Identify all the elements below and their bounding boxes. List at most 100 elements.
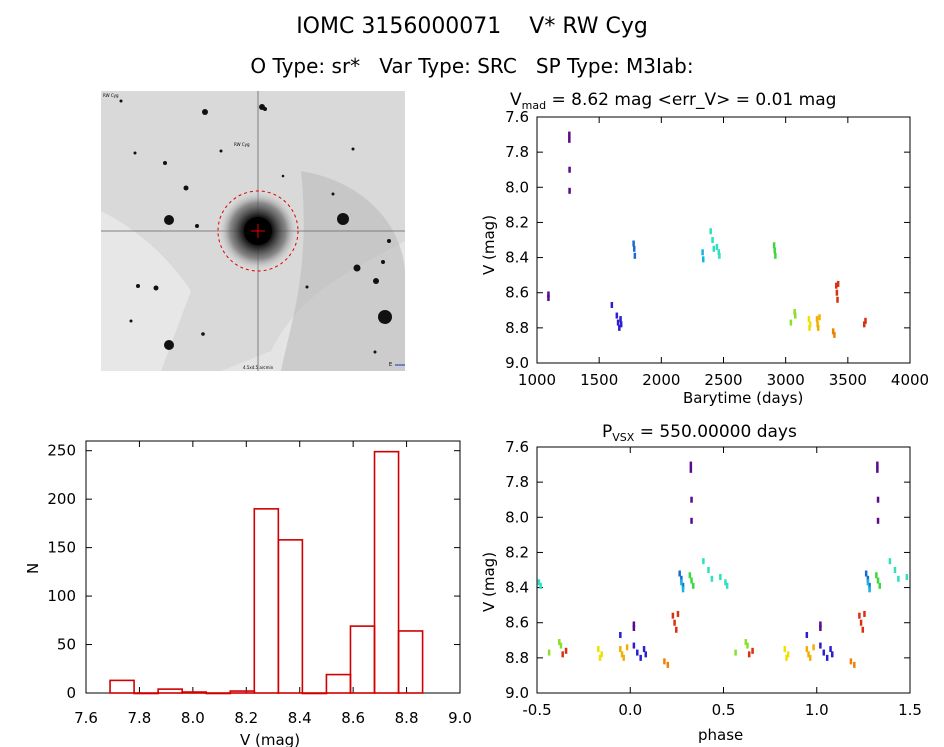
lightcurve-point xyxy=(619,316,622,323)
lightcurve-point xyxy=(773,247,776,254)
phased-point xyxy=(875,572,878,579)
phased-point xyxy=(632,642,636,649)
lightcurve-point xyxy=(815,316,819,323)
lightcurve-point xyxy=(547,291,550,298)
histogram-bar xyxy=(205,692,232,695)
finder-image-svg: RW Cyg RW Cyg 4.5x4.5 arcmin E xyxy=(101,91,405,371)
phased-point xyxy=(675,626,678,633)
histogram-xtick-label: 7.8 xyxy=(127,709,151,727)
histogram-ytick-label: 200 xyxy=(47,490,76,508)
lightcurve-ytick-label: 8.6 xyxy=(505,284,529,302)
histogram-ytick-label: 0 xyxy=(66,684,76,702)
phased-point xyxy=(805,632,809,639)
phased-point xyxy=(690,517,693,524)
histogram-bar xyxy=(277,539,304,694)
histogram-xtick-label: 9.0 xyxy=(448,709,472,727)
phased-point xyxy=(663,658,666,665)
phased-point xyxy=(829,646,832,653)
phased-chart: PVSX = 550.00000 days -0.5 0.0 0.5 1.0 1.5 7.… xyxy=(480,422,922,744)
lightcurve-ytick-label: 8.8 xyxy=(505,319,529,337)
phased-point xyxy=(719,574,722,581)
lightcurve-title-rest: = 8.62 mag <err_V> = 0.01 mag xyxy=(546,90,836,110)
lightcurve-ytick-label: 8.0 xyxy=(505,178,529,196)
lightcurve-point xyxy=(816,321,819,328)
lightcurve-point xyxy=(632,245,636,252)
lightcurve-point xyxy=(712,245,716,252)
image-label-top-left: RW Cyg xyxy=(103,93,119,98)
phased-point xyxy=(786,651,790,658)
lightcurve-title: Vmad = 8.62 mag <err_V> = 0.01 mag xyxy=(510,90,836,112)
lightcurve-point xyxy=(633,252,637,259)
lightcurve-point xyxy=(835,289,839,296)
lightcurve-point xyxy=(833,331,836,338)
lightcurve-title-sub: mad xyxy=(522,99,546,112)
lightcurve-point xyxy=(711,237,714,243)
phased-point xyxy=(868,582,871,589)
phased-point xyxy=(866,575,870,582)
object-type-subtitle: O Type: sr* Var Type: SRC SP Type: M3Iab… xyxy=(250,54,694,78)
lightcurve-title-v: V xyxy=(510,90,522,110)
phased-axes xyxy=(536,446,911,694)
phased-point xyxy=(564,647,568,654)
histogram-ytick-label: 250 xyxy=(47,442,76,460)
histogram-bar xyxy=(133,692,159,695)
lightcurve-point xyxy=(793,309,796,316)
histogram-axes xyxy=(85,440,461,694)
phased-point xyxy=(866,579,870,586)
histogram-bar xyxy=(181,691,208,694)
phased-xtick-label: 0.5 xyxy=(712,701,736,719)
lightcurve-point xyxy=(862,321,866,328)
lightcurve-point xyxy=(807,316,811,323)
phased-ytick-label: 8.2 xyxy=(505,543,529,561)
phased-point xyxy=(819,621,822,628)
phased-point xyxy=(876,461,879,468)
lightcurve-point xyxy=(701,256,705,263)
lightcurve-point xyxy=(836,280,840,287)
lightcurve-ylabel: V (mag) xyxy=(480,215,498,275)
phased-point xyxy=(598,654,602,661)
phased-xtick-label: -0.5 xyxy=(522,701,551,719)
phased-point xyxy=(547,649,551,656)
histogram-bar xyxy=(397,630,424,694)
histogram-ytick-label: 50 xyxy=(57,636,76,654)
phased-point xyxy=(707,567,710,573)
phased-ytick-label: 7.6 xyxy=(505,438,529,456)
phased-point xyxy=(746,642,749,649)
lightcurve-axes xyxy=(536,116,911,364)
phased-point xyxy=(622,654,625,661)
phased-point xyxy=(597,646,600,653)
phased-point xyxy=(561,651,564,658)
phased-point xyxy=(690,496,693,503)
phased-point xyxy=(539,582,542,589)
lightcurve-ytick-label: 8.2 xyxy=(505,213,529,231)
phased-point xyxy=(751,647,754,654)
lightcurve-xtick-label: 4000 xyxy=(891,371,929,389)
phased-point xyxy=(812,644,815,651)
lightcurve-point xyxy=(709,228,712,235)
lightcurve-point xyxy=(610,302,614,309)
phased-point xyxy=(734,649,737,656)
lightcurve-point xyxy=(808,324,811,331)
phased-point xyxy=(822,649,826,656)
lightcurve-point xyxy=(568,187,571,194)
lightcurve-point xyxy=(568,131,571,138)
phased-point xyxy=(876,577,880,584)
lightcurve-chart: Vmad = 8.62 mag <err_V> = 0.01 mag 1000 1… xyxy=(480,90,929,407)
phased-point xyxy=(689,466,693,473)
lightcurve-point xyxy=(715,244,719,251)
histogram-ylabel: N xyxy=(24,563,42,574)
lightcurve-point xyxy=(864,317,867,324)
phased-point xyxy=(710,575,714,582)
phased-point xyxy=(888,558,892,565)
phased-point xyxy=(632,624,636,631)
phased-title-p: P xyxy=(602,422,612,442)
histogram-bar xyxy=(373,450,400,694)
lightcurve-point xyxy=(547,294,550,301)
phased-ytick-label: 9.0 xyxy=(505,684,529,702)
phased-point xyxy=(808,654,812,661)
lightcurve-point xyxy=(774,252,777,259)
phased-point xyxy=(893,567,897,573)
lightcurve-point xyxy=(808,321,812,328)
phased-title: PVSX = 550.00000 days xyxy=(602,422,797,444)
